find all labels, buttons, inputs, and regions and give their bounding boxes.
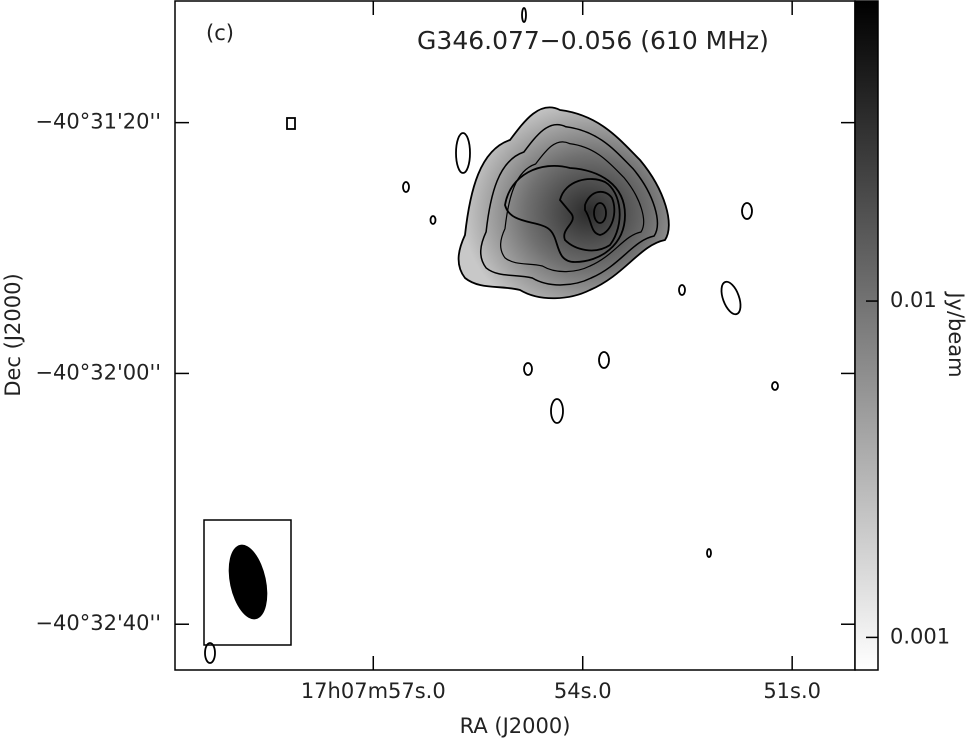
contours — [204, 7, 779, 664]
x-tick-label: 54s.0 — [554, 679, 612, 703]
colorbar-tick-label: 0.01 — [890, 288, 937, 312]
panel-label: (c) — [206, 21, 234, 45]
beam — [203, 519, 292, 646]
map-image — [458, 107, 669, 299]
colorbar-tick-label: 0.001 — [890, 624, 950, 648]
x-tick-label: 17h07m57s.0 — [301, 679, 446, 703]
x-tick-label: 51s.0 — [763, 679, 821, 703]
colorbar-label: Jy/beam — [944, 290, 968, 377]
plot-frame — [174, 0, 856, 671]
y-axis-label: Dec (J2000) — [1, 273, 25, 396]
colorbar — [854, 0, 879, 671]
x-axis-label: RA (J2000) — [460, 714, 571, 738]
chart-title: G346.077−0.056 (610 MHz) — [417, 26, 769, 55]
y-tick-label: −40°32'00'' — [35, 360, 161, 384]
y-tick-label: −40°32'40'' — [35, 611, 161, 635]
y-tick-label: −40°31'20'' — [35, 110, 161, 134]
